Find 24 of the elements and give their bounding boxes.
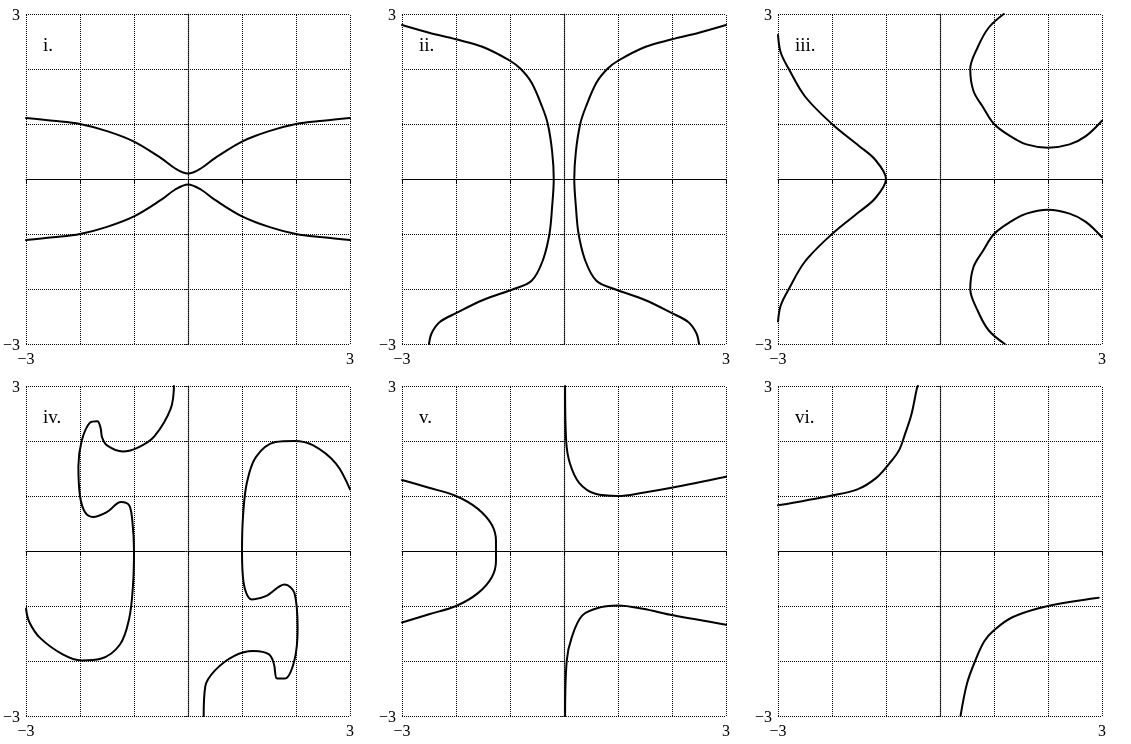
- y-tick-label: −3: [378, 707, 397, 725]
- x-tick-label: 3: [1098, 349, 1106, 367]
- text: iii.: [795, 34, 816, 55]
- text: i.: [43, 34, 54, 55]
- x-tick-label: 3: [722, 721, 730, 739]
- y-tick-label: 3: [764, 377, 773, 395]
- y-tick-label: −3: [378, 335, 397, 353]
- y-tick-label: −3: [754, 707, 773, 725]
- text: iv.: [43, 406, 62, 427]
- x-tick-label: 3: [346, 721, 354, 739]
- y-tick-label: 3: [12, 377, 21, 395]
- y-tick-label: −3: [2, 335, 21, 353]
- text: v.: [419, 406, 433, 427]
- y-tick-label: 3: [764, 5, 773, 23]
- y-tick-label: −3: [754, 335, 773, 353]
- x-tick-label: 3: [722, 349, 730, 367]
- y-tick-label: 3: [388, 377, 397, 395]
- text: vi.: [795, 406, 815, 427]
- y-tick-label: 3: [388, 5, 397, 23]
- text: ii.: [419, 34, 435, 55]
- x-tick-label: 3: [1098, 721, 1106, 739]
- y-tick-label: −3: [2, 707, 21, 725]
- x-tick-label: 3: [346, 349, 354, 367]
- y-tick-label: 3: [12, 5, 21, 23]
